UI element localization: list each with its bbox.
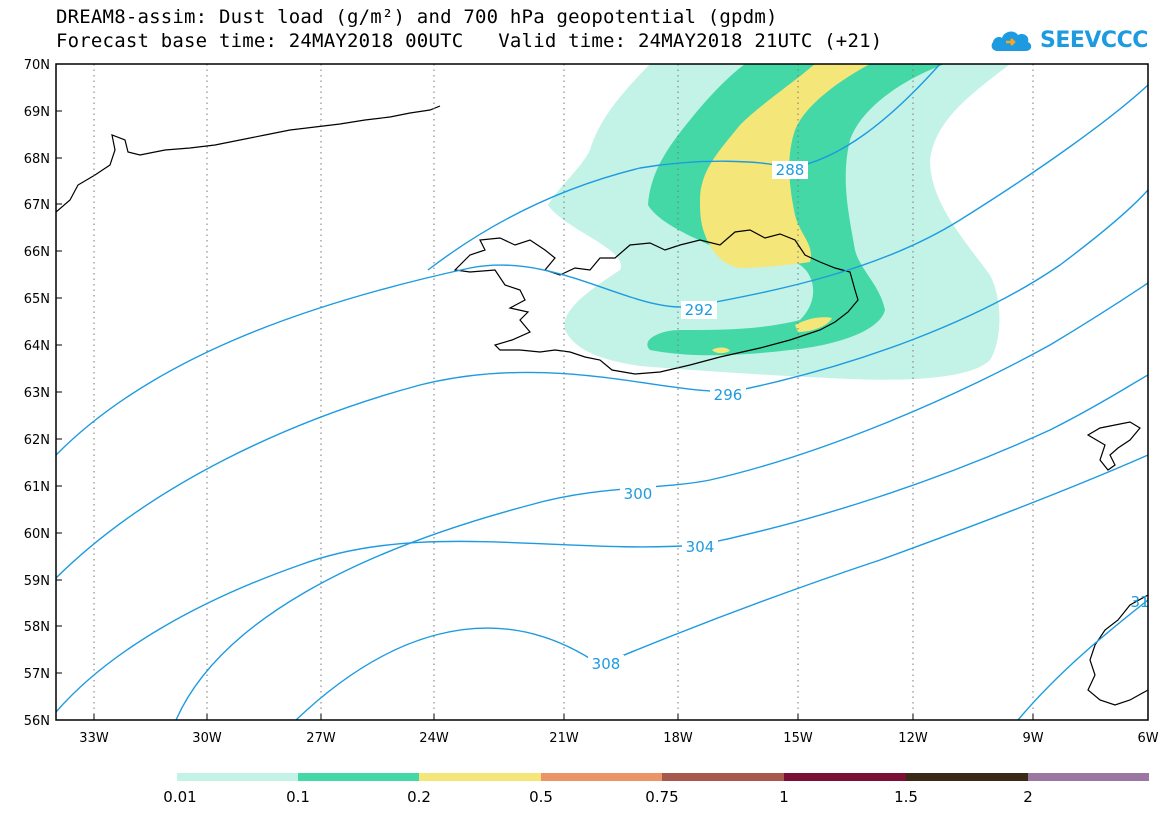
coastlines [56, 105, 1148, 706]
lat-label: 70N [24, 58, 50, 73]
contour-label: 308 [592, 655, 621, 673]
contour-label: 296 [714, 386, 743, 404]
dust-0.2-patch-south [795, 317, 832, 332]
colorbar-swatch [298, 773, 419, 781]
lat-label: 57N [24, 667, 50, 682]
contour-304 [56, 374, 1148, 713]
colorbar-swatch [784, 773, 906, 781]
lat-label: 59N [24, 574, 50, 589]
contour-labels: 288 292 296 300 304 308 31 [588, 161, 1150, 673]
contour-label: 304 [686, 538, 715, 556]
dust-0.1-region [647, 64, 945, 356]
colorbar-label: 0.1 [286, 788, 310, 806]
lat-label: 67N [24, 198, 50, 213]
lat-label: 56N [24, 714, 50, 729]
cloud-logo-icon [991, 31, 1032, 51]
lon-label: 33W [79, 731, 109, 746]
contour-312 [1017, 599, 1148, 720]
colorbar-label: 0.75 [645, 788, 678, 806]
lon-label: 27W [306, 731, 336, 746]
scotland-coast [1087, 594, 1148, 706]
contour-300 [175, 282, 1148, 720]
lon-label: 21W [549, 731, 579, 746]
colorbar-label: 0.2 [407, 788, 431, 806]
lon-label: 15W [783, 731, 813, 746]
contour-label: 300 [624, 485, 653, 503]
dust-load-shading [548, 64, 1010, 380]
lon-label: 9W [1022, 731, 1043, 746]
latitude-axis: 70N 69N 68N 67N 66N 65N 64N 63N 62N 61N … [24, 58, 62, 729]
dust-0.2-patch-southwest [712, 347, 730, 354]
map-title: DREAM8-assim: Dust load (g/m²) and 700 h… [56, 6, 778, 28]
contour-label: 288 [776, 161, 805, 179]
lat-label: 65N [24, 292, 50, 307]
contour-label: 31 [1130, 593, 1149, 611]
lat-label: 63N [24, 386, 50, 401]
colorbar-label: 0.01 [163, 788, 196, 806]
lon-label: 24W [419, 731, 449, 746]
seevccc-logo: SEEVCCC [990, 22, 1148, 58]
colorbar-label: 0.5 [529, 788, 553, 806]
colorbar-swatch [177, 773, 298, 781]
lat-label: 68N [24, 152, 50, 167]
colorbar-label: 1.5 [894, 788, 918, 806]
colorbar-swatch [419, 773, 541, 781]
lat-label: 66N [24, 245, 50, 260]
logo-text: SEEVCCC [1040, 27, 1148, 53]
lat-label: 62N [24, 433, 50, 448]
colorbar-label: 2 [1023, 788, 1033, 806]
lon-label: 6W [1137, 731, 1158, 746]
contour-296 [56, 189, 1148, 579]
longitude-axis: 33W 30W 27W 24W 21W 18W 15W 12W 9W 6W [79, 714, 1159, 746]
contour-label: 292 [685, 301, 714, 319]
colorbar: 0.01 0.1 0.2 0.5 0.75 1 1.5 2 [163, 773, 1149, 806]
iceland-coast [453, 229, 859, 375]
greenland-coast [56, 105, 441, 213]
contour-308 [295, 454, 1148, 720]
lat-label: 58N [24, 620, 50, 635]
colorbar-swatch [906, 773, 1028, 781]
lat-label: 60N [24, 527, 50, 542]
lon-label: 30W [192, 731, 222, 746]
faroe-coast [1086, 421, 1141, 471]
colorbar-swatch [1028, 773, 1149, 781]
map-subtitle: Forecast base time: 24MAY2018 00UTC Vali… [56, 30, 883, 52]
colorbar-label: 1 [779, 788, 789, 806]
lon-label: 18W [663, 731, 693, 746]
colorbar-swatch [662, 773, 784, 781]
geopotential-contours [56, 64, 1148, 720]
lat-label: 61N [24, 480, 50, 495]
contour-292 [56, 84, 1148, 456]
lat-label: 69N [24, 105, 50, 120]
lat-label: 64N [24, 339, 50, 354]
colorbar-swatch [541, 773, 662, 781]
contour-288 [427, 64, 941, 271]
lon-label: 12W [898, 731, 928, 746]
